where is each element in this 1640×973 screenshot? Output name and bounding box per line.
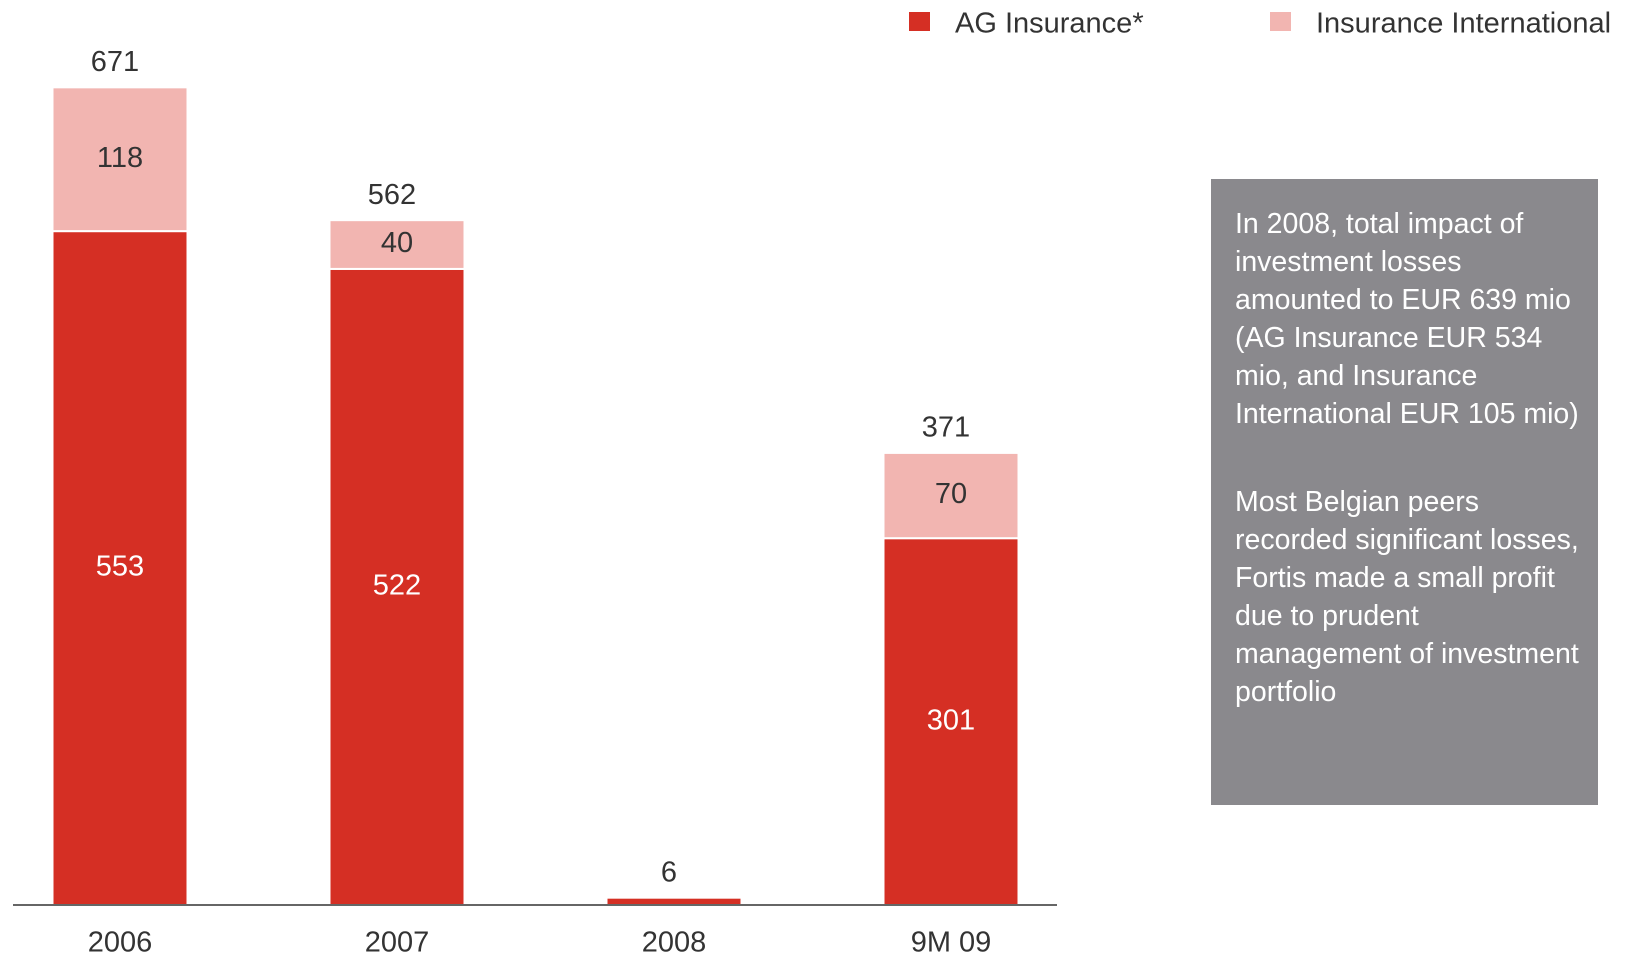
legend-label: AG Insurance* bbox=[955, 8, 1144, 40]
bar-segment bbox=[882, 451, 1020, 540]
bar-value-label: 522 bbox=[373, 570, 421, 602]
total-label: 671 bbox=[91, 46, 139, 78]
total-label: 562 bbox=[368, 179, 416, 211]
legend-swatch bbox=[909, 12, 930, 31]
bar-segment bbox=[605, 896, 743, 907]
note-box: In 2008, total impact of investment loss… bbox=[1211, 179, 1598, 805]
x-tick-label: 2008 bbox=[642, 927, 707, 959]
bar-value-label: 553 bbox=[96, 551, 144, 583]
legend-swatch bbox=[1270, 12, 1291, 31]
legend-label: Insurance International bbox=[1316, 8, 1611, 40]
total-label: 371 bbox=[922, 412, 970, 444]
x-tick-label: 9M 09 bbox=[911, 927, 992, 959]
bar-segment bbox=[51, 86, 189, 233]
x-tick-label: 2006 bbox=[88, 927, 153, 959]
bar-segment bbox=[328, 267, 466, 906]
bar-segment bbox=[882, 537, 1020, 907]
bar-value-label: 118 bbox=[97, 142, 143, 174]
total-label: 6 bbox=[661, 856, 677, 888]
bar-segment bbox=[328, 219, 466, 270]
note-text: Most Belgian peers recorded significant … bbox=[1235, 486, 1579, 708]
bar-value-label: 70 bbox=[935, 478, 967, 510]
bar-value-label: 40 bbox=[381, 227, 413, 259]
note-text: In 2008, total impact of investment loss… bbox=[1235, 208, 1579, 430]
x-tick-label: 2007 bbox=[365, 927, 430, 959]
bar-value-label: 301 bbox=[927, 704, 975, 736]
